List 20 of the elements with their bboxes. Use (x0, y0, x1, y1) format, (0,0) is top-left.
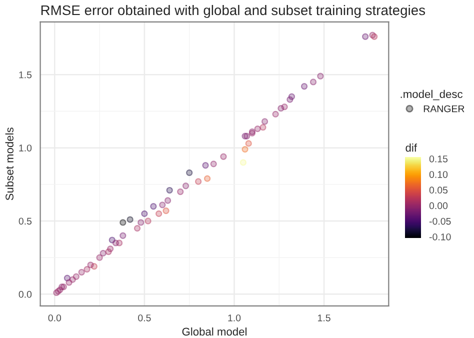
y-tick-label: 1.0 (19, 144, 32, 152)
color-bar-label: -0.05 (429, 218, 451, 225)
y-axis-title: Subset models (5, 128, 14, 200)
y-tick-label: 0.0 (18, 290, 32, 298)
x-tick-label: 1.0 (228, 314, 241, 322)
color-bar-title: dif (406, 144, 418, 152)
y-tick-label: 0.5 (18, 218, 32, 225)
color-bar-label: 0.10 (429, 171, 448, 178)
y-tick-label: 1.5 (19, 71, 32, 78)
legend-title: .model_desc (400, 90, 463, 100)
color-bar-label: 0.00 (429, 202, 448, 210)
color-bar-label: 0.05 (429, 186, 448, 194)
x-tick-label: 0.5 (138, 314, 151, 322)
color-bar-label: 0.15 (429, 155, 448, 162)
x-axis-title: Global model (182, 327, 246, 336)
legend-label: RANGER (424, 105, 464, 112)
color-bar-label: -0.10 (429, 233, 451, 240)
x-tick-label: 0.0 (48, 314, 62, 322)
chart-title: RMSE error obtained with global and subset training strategies (41, 4, 426, 18)
x-tick-label: 1.5 (318, 314, 330, 322)
